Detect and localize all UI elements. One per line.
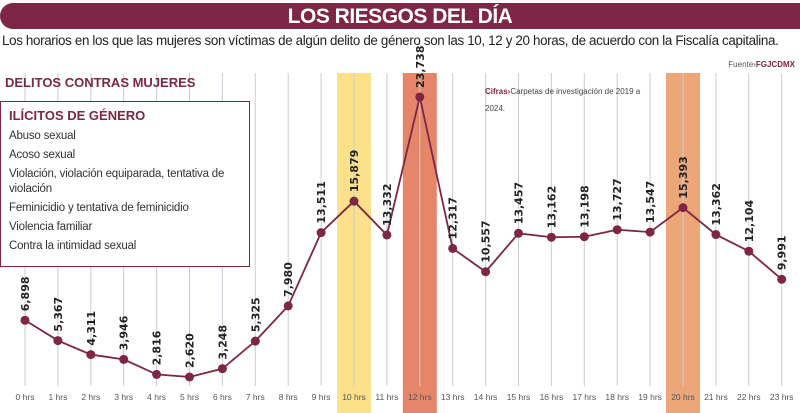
data-point [217,364,227,374]
data-label: 3,248 [216,325,229,360]
section-title: DELITOS CONTRAS MUJERES [5,75,196,90]
data-label: 7,980 [282,262,295,297]
x-tick-label: 10 hrs [342,392,366,402]
data-label: 13,511 [315,181,328,223]
x-tick-label: 21 hrs [704,392,728,402]
x-tick-label: 2 hrs [81,392,100,402]
x-tick-label: 23 hrs [770,392,794,402]
x-tick-label: 0 hrs [16,392,35,402]
data-point [612,225,622,235]
note: Cifras›Carpetas de investigación de 2019… [485,83,645,117]
legend-item: Feminicidio y tentativa de feminicidio [9,202,189,214]
data-point [283,301,293,311]
data-point [448,243,458,253]
x-tick-label: 16 hrs [540,392,564,402]
x-tick-label: 8 hrs [279,392,298,402]
data-point [185,372,194,382]
x-tick-label: 12 hrs [408,392,432,402]
data-label: 3,946 [118,315,131,350]
legend-item: Contra la intimidad sexual [9,240,137,252]
data-point [514,228,523,238]
data-label: 15,879 [348,150,361,192]
source-name: FGJCDMX [755,60,795,69]
legend-box: ILÍCITOS DE GÉNERO Abuso sexual Acoso se… [0,101,250,267]
x-tick-label: 14 hrs [474,392,498,402]
data-label: 15,393 [677,156,690,198]
x-tick-label: 22 hrs [737,392,761,402]
legend-item: Acoso sexual [9,149,75,161]
data-point [316,228,326,238]
x-tick-label: 15 hrs [507,392,531,402]
x-tick-label: 19 hrs [638,392,662,402]
x-tick-label: 17 hrs [572,392,596,402]
note-label: Cifras› [485,87,511,96]
data-point [415,92,425,102]
data-label: 13,332 [381,184,394,226]
data-point [481,267,491,277]
data-point [711,230,721,240]
data-label: 6,898 [19,276,32,311]
data-point [152,369,162,379]
series-line [24,96,783,378]
data-point [546,232,556,242]
note-text: Carpetas de investigación de 2019 a 2024… [485,87,641,113]
data-point [678,203,688,213]
data-point [86,350,96,360]
x-tick-label: 11 hrs [375,392,398,402]
data-label: 5,367 [52,297,65,332]
data-label: 13,727 [611,178,624,220]
data-point [250,336,260,346]
subtitle: Los horarios en los que las mujeres son … [2,33,779,48]
data-point [579,232,589,242]
data-label: 4,311 [85,311,98,346]
x-tick-label: 6 hrs [213,392,232,402]
page-title: LOS RIESGOS DEL DÍA [0,3,800,29]
data-point [744,246,754,256]
data-label: 9,991 [776,235,789,270]
legend-item: Violación, violación equiparada, tentati… [9,168,225,195]
source-label: Fuente› [728,60,756,69]
x-tick-label: 18 hrs [605,392,629,402]
data-point [20,315,30,325]
data-point [382,230,392,240]
x-tick-label: 20 hrs [671,392,695,402]
x-tick-label: 1 hrs [48,392,67,402]
data-label: 13,162 [545,186,558,228]
data-point [53,336,63,346]
x-tick-label: 3 hrs [114,392,133,402]
data-label: 13,457 [513,182,526,224]
x-tick-label: 13 hrs [441,392,465,402]
data-point [777,274,787,284]
data-label: 5,325 [249,297,262,332]
data-label: 10,557 [480,220,493,262]
data-point [349,196,359,206]
data-label: 13,547 [644,181,657,223]
legend-item: Violencia familiar [9,221,93,233]
data-point [119,354,129,364]
data-point [645,227,655,237]
x-tick-label: 5 hrs [180,392,199,402]
data-label: 2,816 [151,330,164,365]
legend-title: ILÍCITOS DE GÉNERO [9,108,146,123]
data-label: 12,317 [447,197,460,239]
data-label: 23,738 [414,46,427,88]
legend-item: Abuso sexual [9,130,76,142]
source: Fuente›FGJCDMX [728,60,795,69]
x-tick-label: 4 hrs [147,392,166,402]
data-label: 13,198 [578,185,591,227]
data-label: 2,620 [184,333,197,368]
data-label: 12,104 [743,199,756,242]
x-tick-label: 7 hrs [246,392,265,402]
x-tick-label: 9 hrs [312,392,331,402]
data-label: 13,362 [710,183,723,225]
